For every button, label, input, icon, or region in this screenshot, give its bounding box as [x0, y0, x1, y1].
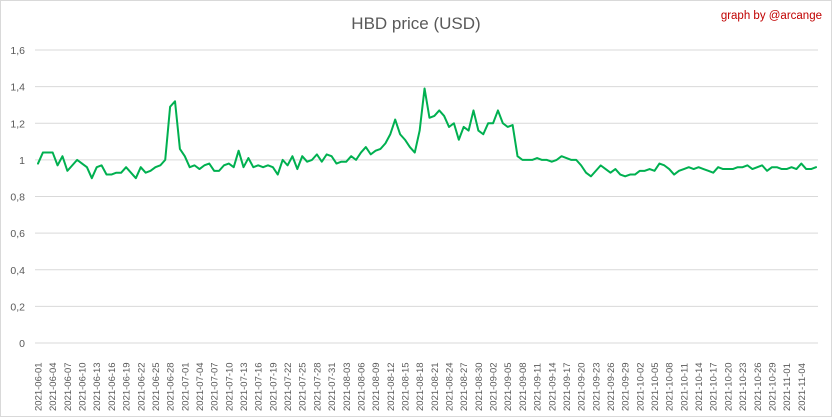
- y-tick-label: 1,2: [10, 118, 25, 130]
- x-tick-label: 2021-06-10: [78, 362, 89, 411]
- x-tick-label: 2021-07-13: [239, 362, 250, 411]
- x-tick-label: 2021-09-17: [562, 362, 573, 411]
- x-tick-label: 2021-09-29: [621, 362, 632, 411]
- x-tick-label: 2021-10-23: [738, 362, 749, 411]
- x-tick-label: 2021-09-23: [591, 362, 602, 411]
- x-tick-label: 2021-10-08: [665, 362, 676, 411]
- x-tick-label: 2021-09-11: [533, 363, 544, 411]
- x-tick-label: 2021-06-01: [34, 362, 45, 411]
- x-tick-label: 2021-09-08: [518, 362, 529, 411]
- x-tick-label: 2021-09-02: [489, 362, 500, 411]
- x-tick-label: 2021-10-05: [650, 362, 661, 411]
- x-tick-label: 2021-10-02: [635, 362, 646, 411]
- x-tick-label: 2021-09-14: [547, 362, 558, 411]
- chart-credit: graph by @arcange: [721, 10, 822, 22]
- x-tick-label: 2021-10-26: [753, 362, 764, 411]
- x-tick-label: 2021-08-12: [386, 362, 397, 411]
- y-tick-label: 0: [19, 338, 25, 350]
- x-tick-label: 2021-08-24: [445, 362, 456, 411]
- x-tick-label: 2021-09-05: [503, 362, 514, 411]
- x-tick-label: 2021-10-11: [679, 363, 690, 411]
- x-tick-label: 2021-06-22: [136, 362, 147, 411]
- x-tick-label: 2021-07-31: [327, 362, 338, 411]
- x-tick-label: 2021-11-01: [782, 363, 793, 411]
- x-tick-label: 2021-08-09: [371, 362, 382, 411]
- chart-title: HBD price (USD): [351, 14, 480, 33]
- y-tick-label: 1: [19, 155, 25, 167]
- x-tick-label: 2021-10-29: [767, 362, 778, 411]
- x-tick-label: 2021-10-14: [694, 362, 705, 411]
- x-tick-label: 2021-08-18: [415, 362, 426, 411]
- x-tick-label: 2021-07-16: [254, 362, 265, 411]
- x-tick-label: 2021-08-03: [342, 362, 353, 411]
- x-tick-label: 2021-06-19: [122, 362, 133, 411]
- y-tick-label: 0,2: [10, 301, 25, 313]
- y-tick-label: 1,4: [10, 82, 25, 94]
- x-tick-label: 2021-10-17: [709, 362, 720, 411]
- y-tick-label: 0,4: [10, 265, 25, 277]
- x-tick-label: 2021-07-25: [298, 362, 309, 411]
- price-series-line: [37, 87, 817, 180]
- x-tick-label: 2021-11-04: [797, 363, 808, 411]
- x-tick-label: 2021-08-21: [430, 362, 441, 411]
- x-tick-label: 2021-06-07: [63, 362, 74, 411]
- x-tick-label: 2021-08-30: [474, 362, 485, 411]
- y-gridlines: [35, 49, 818, 344]
- x-tick-label: 2021-07-01: [180, 362, 191, 411]
- y-tick-label: 0,8: [10, 192, 25, 204]
- y-axis-tick-labels: 0 0,2 0,4 0,6 0,8 1 1,2 1,4 1,6: [10, 45, 25, 350]
- x-tick-label: 2021-07-10: [224, 362, 235, 411]
- x-tick-label: 2021-06-16: [107, 362, 118, 411]
- x-tick-label: 2021-06-13: [92, 362, 103, 411]
- x-tick-label: 2021-06-04: [48, 362, 59, 411]
- x-tick-label: 2021-09-20: [577, 362, 588, 411]
- x-tick-label: 2021-07-04: [195, 362, 206, 411]
- x-tick-label: 2021-07-19: [268, 362, 279, 411]
- x-tick-label: 2021-10-20: [723, 362, 734, 411]
- x-tick-label: 2021-08-15: [400, 362, 411, 411]
- x-tick-label: 2021-08-06: [356, 362, 367, 411]
- x-tick-label: 2021-07-28: [312, 362, 323, 411]
- x-tick-label: 2021-08-27: [459, 362, 470, 411]
- y-tick-label: 0,6: [10, 228, 25, 240]
- x-tick-label: 2021-07-22: [283, 362, 294, 411]
- x-tick-label: 2021-06-25: [151, 362, 162, 411]
- x-tick-label: 2021-09-26: [606, 362, 617, 411]
- x-axis-tick-labels: 2021-06-01 2021-06-04 2021-06-07 2021-06-10…: [34, 362, 808, 411]
- y-tick-label: 1,6: [10, 45, 25, 57]
- x-tick-label: 2021-06-28: [166, 362, 177, 411]
- x-tick-label: 2021-07-07: [210, 362, 221, 411]
